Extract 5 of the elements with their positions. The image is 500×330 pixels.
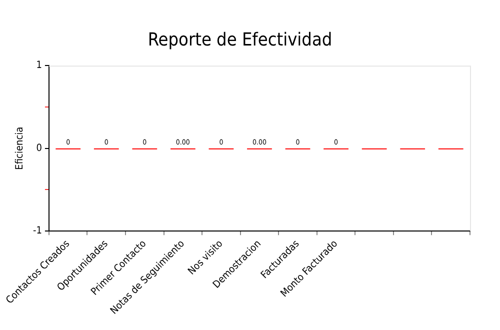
y-tick-label: 0 [36, 142, 42, 154]
y-tick-label: -1 [32, 226, 42, 237]
y-tick-label: 1 [36, 60, 42, 72]
chart-title: Reporte de Efectividad [148, 29, 332, 50]
y-axis-title: Eficiencia [14, 126, 26, 170]
